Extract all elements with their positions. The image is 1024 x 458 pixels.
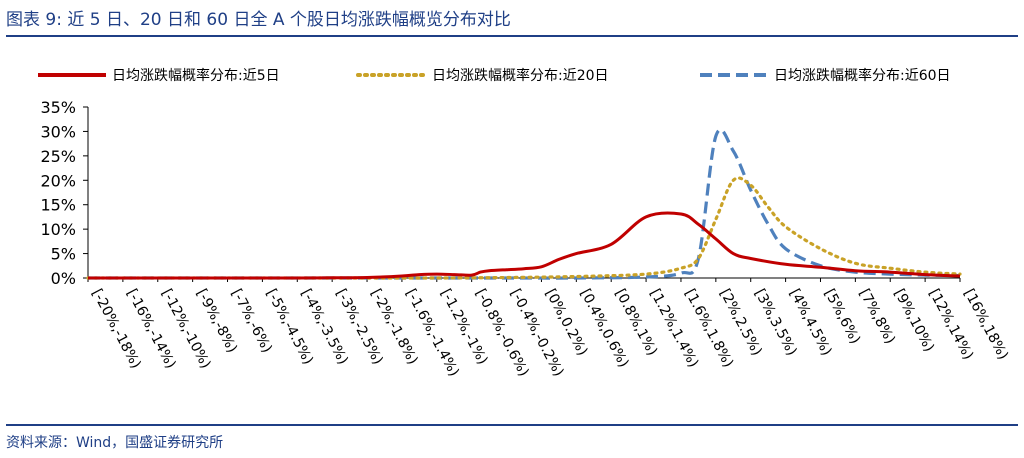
bottom-rule — [6, 424, 1018, 426]
top-rule — [6, 35, 1018, 37]
source-note: 资料来源：Wind，国盛证券研究所 — [6, 435, 224, 451]
x-axis-ticks: [-20%,-18%)[-16%,-14%)[-12%,-10%)[-9%,-8… — [87, 278, 1011, 379]
y-tick-label: 35% — [40, 98, 76, 117]
chart-series — [86, 128, 962, 280]
legend: 日均涨跌幅概率分布:近5日 日均涨跌幅概率分布:近20日 日均涨跌幅概率分布:近60… — [38, 67, 951, 84]
series-line-2 — [86, 176, 962, 280]
y-tick-label: 30% — [40, 122, 76, 141]
legend-label-2: 日均涨跌幅概率分布:近20日 — [432, 67, 609, 84]
legend-label-3: 日均涨跌幅概率分布:近60日 — [774, 67, 951, 84]
legend-label-1: 日均涨跌幅概率分布:近5日 — [112, 67, 280, 84]
y-tick-label: 20% — [40, 171, 76, 190]
chart: 日均涨跌幅概率分布:近5日 日均涨跌幅概率分布:近20日 日均涨跌幅概率分布:近60… — [38, 67, 1011, 379]
y-tick-label: 5% — [51, 245, 76, 264]
y-tick-label: 15% — [40, 196, 76, 215]
y-tick-label: 10% — [40, 220, 76, 239]
series-line-1 — [88, 211, 961, 280]
series-line-3 — [88, 128, 961, 280]
figure-title: 图表 9: 近 5 日、20 日和 60 日全 A 个股日均涨跌幅概览分布对比 — [6, 10, 511, 30]
y-axis-ticks: 0% 5% 10% 15% 20% 25% 30% 35% — [40, 98, 88, 288]
y-tick-label: 25% — [40, 147, 76, 166]
y-tick-label: 0% — [51, 269, 76, 288]
